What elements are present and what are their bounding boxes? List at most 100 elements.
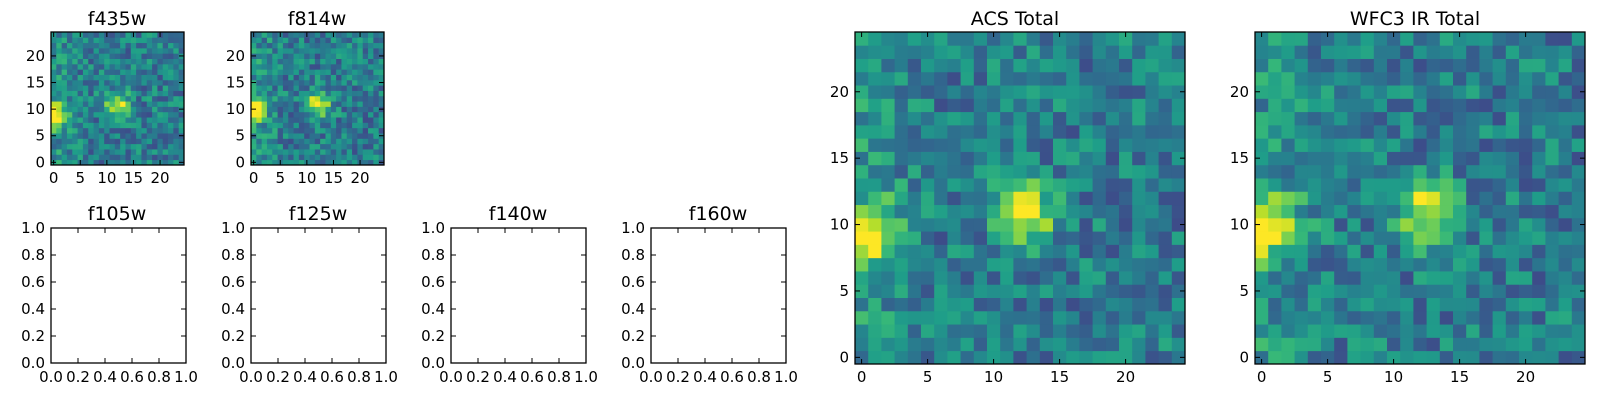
heatmap-cell — [373, 159, 380, 166]
heatmap-cell — [325, 42, 332, 49]
heatmap-cell — [293, 138, 300, 145]
heatmap-cell — [357, 69, 364, 75]
heatmap-cell — [298, 90, 305, 97]
heatmap-cell — [136, 47, 142, 54]
heatmap-cell — [1413, 178, 1427, 192]
heatmap-cell — [921, 244, 935, 259]
heatmap-cell — [368, 143, 374, 150]
heatmap-cell — [272, 122, 278, 129]
heatmap-cell — [168, 37, 174, 44]
heatmap-cell — [330, 79, 337, 86]
heatmap-cell — [1105, 151, 1120, 166]
heatmap-cell — [51, 101, 57, 107]
heatmap-cell — [152, 42, 158, 49]
heatmap-cell — [56, 127, 63, 134]
heatmap-cell — [66, 42, 73, 49]
heatmap-cell — [1294, 324, 1309, 338]
heatmap-cell — [352, 101, 358, 107]
heatmap-cell — [251, 111, 257, 118]
heatmap-cell — [88, 95, 94, 102]
heatmap-cell — [88, 122, 94, 129]
heatmap-cell — [1360, 204, 1375, 219]
heatmap-cell — [1171, 32, 1186, 46]
heatmap-cell — [1039, 310, 1054, 325]
heatmap-cell — [1013, 45, 1027, 59]
heatmap-cell — [298, 37, 305, 44]
heatmap-cell — [1321, 124, 1335, 139]
heatmap-cell — [934, 191, 948, 206]
heatmap-cell — [1294, 85, 1309, 99]
heatmap-cell — [1479, 324, 1493, 338]
heatmap-cell — [1066, 71, 1080, 86]
heatmap-cell — [125, 101, 132, 107]
heatmap-cell — [256, 159, 263, 166]
heatmap-cell — [1145, 324, 1159, 338]
heatmap-cell — [157, 47, 164, 54]
heatmap-cell — [157, 95, 164, 102]
x-tick-label: 5 — [275, 169, 285, 187]
heatmap-cell — [357, 154, 364, 161]
heatmap-cell — [72, 95, 78, 102]
heatmap-cell — [1294, 310, 1309, 325]
heatmap-cell — [114, 74, 121, 81]
heatmap-cell — [1321, 178, 1335, 192]
heatmap-cell — [104, 63, 110, 70]
heatmap-cell — [1119, 178, 1133, 192]
y-tick-label: 0.6 — [21, 273, 45, 291]
heatmap-cell — [1505, 217, 1520, 232]
heatmap-cell — [325, 95, 332, 102]
heatmap-cell — [1000, 111, 1014, 126]
heatmap-cell — [261, 138, 268, 145]
heatmap-cell — [1026, 350, 1041, 365]
heatmap-cell — [66, 53, 73, 59]
heatmap-cell — [1281, 310, 1295, 325]
heatmap-cell — [1439, 191, 1454, 206]
heatmap-cell — [261, 63, 268, 70]
heatmap-cell — [178, 47, 185, 54]
heatmap-cell — [1571, 58, 1586, 73]
heatmap-cell — [1453, 85, 1467, 99]
heatmap-cell — [136, 74, 142, 81]
heatmap-cell — [934, 257, 948, 272]
heatmap-cell — [304, 127, 310, 134]
heatmap-cell — [346, 32, 353, 38]
heatmap-cell — [1453, 45, 1467, 59]
heatmap-cell — [1413, 164, 1427, 179]
x-tick-label: 15 — [324, 169, 343, 187]
heatmap-cell — [98, 111, 105, 118]
heatmap-cell — [1373, 124, 1388, 139]
heatmap-cell — [1079, 58, 1093, 73]
heatmap-cell — [1026, 337, 1041, 352]
heatmap-cell — [1400, 350, 1414, 365]
heatmap-cell — [309, 37, 316, 44]
heatmap-cell — [1466, 111, 1480, 126]
heatmap-cell — [304, 143, 310, 150]
heatmap-cell — [1145, 178, 1159, 192]
heatmap-cell — [1092, 178, 1107, 192]
heatmap-cell — [352, 32, 358, 38]
heatmap-cell — [934, 204, 948, 219]
heatmap-cell — [109, 127, 116, 134]
heatmap-cell — [146, 53, 153, 59]
heatmap-cell — [1000, 85, 1014, 99]
heatmap-cell — [1119, 85, 1133, 99]
heatmap-cell — [178, 117, 185, 123]
heatmap-cell — [125, 53, 132, 59]
heatmap-cell — [66, 122, 73, 129]
heatmap-cell — [114, 69, 121, 75]
heatmap-cell — [1066, 350, 1080, 365]
heatmap-cell — [378, 90, 385, 97]
heatmap-cell — [61, 74, 68, 81]
heatmap-cell — [1558, 111, 1573, 126]
heatmap-cell — [288, 122, 294, 129]
heatmap-cell — [173, 69, 180, 75]
heatmap-cell — [98, 58, 105, 65]
heatmap-cell — [1119, 45, 1133, 59]
heatmap-cell — [109, 63, 116, 70]
heatmap-cell — [1132, 45, 1146, 59]
heatmap-cell — [1479, 284, 1493, 298]
heatmap-cell — [298, 79, 305, 86]
heatmap-cell — [298, 42, 305, 49]
heatmap-cell — [98, 133, 105, 139]
heatmap-cell — [178, 95, 185, 102]
